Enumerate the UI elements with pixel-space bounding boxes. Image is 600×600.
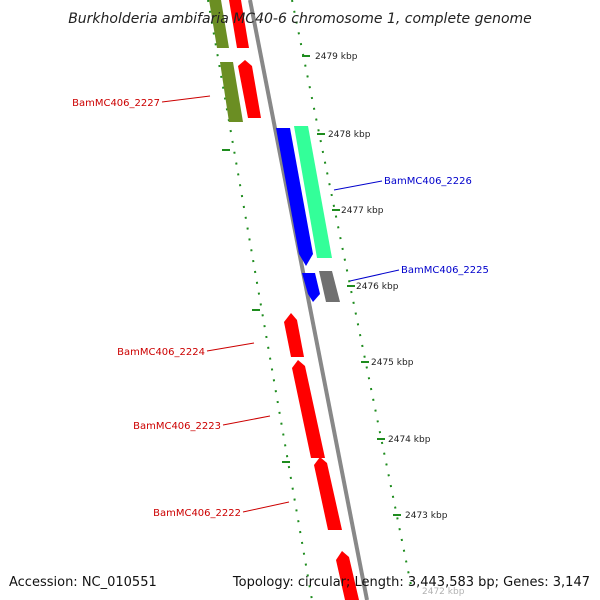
genome-summary-text: Topology: circular; Length: 3,443,583 bp… [232, 575, 590, 590]
gene-label[interactable]: BamMC406_2223 [133, 421, 221, 432]
gene-bammc406-2224[interactable] [284, 313, 304, 357]
tick-label: 2474 kbp [388, 435, 431, 445]
backbone [248, 0, 369, 600]
guide-tracks [207, 0, 413, 600]
tick-label: 2479 kbp [315, 52, 358, 62]
gene-label[interactable]: BamMC406_2224 [117, 347, 205, 358]
outer-guide-track [291, 0, 413, 591]
tick-label: 2472 kbp [422, 587, 465, 597]
tick-labels: 2479 kbp 2478 kbp 2477 kbp 2476 kbp 2475… [315, 52, 465, 597]
gene-labels: BamMC406_2227 BamMC406_2226 BamMC406_222… [72, 98, 489, 519]
gene-blue-large[interactable] [276, 128, 313, 266]
gene-bammc406-2227[interactable] [220, 62, 243, 122]
gene-olive-top[interactable] [209, 0, 229, 48]
gene-red-right-of-2227[interactable] [238, 60, 261, 118]
leader-line-2222 [242, 501, 290, 513]
tick-label: 2475 kbp [371, 358, 414, 368]
leader-line-2227 [161, 95, 211, 103]
map-title: Burkholderia ambifaria MC40-6 chromosome… [68, 11, 532, 27]
gene-label[interactable]: BamMC406_2226 [384, 176, 472, 187]
gene-bammc406-2222[interactable] [314, 457, 342, 530]
gene-bammc406-2225[interactable] [319, 271, 340, 302]
major-tick-marks [222, 55, 401, 516]
leader-line-2224 [206, 342, 255, 352]
gene-blue-small[interactable] [302, 273, 320, 302]
backbone-line [248, 0, 369, 600]
gene-red-top[interactable] [229, 0, 249, 48]
gene-bammc406-2223[interactable] [292, 360, 325, 458]
gene-label[interactable]: BamMC406_2225 [401, 265, 489, 276]
gene-bammc406-2226[interactable] [294, 126, 332, 258]
tick-label: 2476 kbp [356, 282, 399, 292]
gene-label[interactable]: BamMC406_2222 [153, 508, 241, 519]
tick-label: 2477 kbp [341, 206, 384, 216]
gene-red-bottom[interactable] [336, 551, 359, 600]
leader-line-2223 [222, 415, 271, 426]
leader-line-2225 [349, 269, 400, 282]
gene-label[interactable]: BamMC406_2227 [72, 98, 160, 109]
tick-label: 2473 kbp [405, 511, 448, 521]
inner-guide-track [207, 0, 313, 600]
leader-lines [161, 95, 400, 513]
gene-features [209, 0, 359, 600]
leader-line-2226 [333, 180, 383, 191]
tick-label: 2478 kbp [328, 130, 371, 140]
accession-text: Accession: NC_010551 [9, 575, 157, 590]
